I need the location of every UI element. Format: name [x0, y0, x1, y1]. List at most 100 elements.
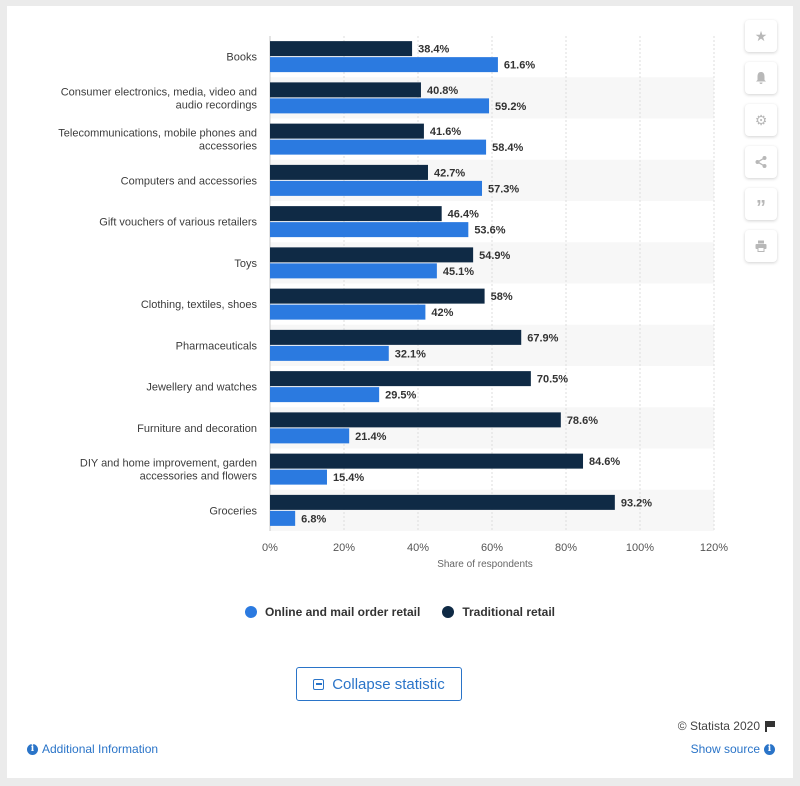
bar-online [270, 263, 437, 279]
data-label-traditional: 70.5% [537, 374, 568, 386]
bar-traditional [270, 123, 424, 139]
bar-traditional [270, 453, 584, 469]
category-label: Gift vouchers of various retailers [99, 217, 257, 229]
collapse-statistic-label: Collapse statistic [332, 675, 445, 693]
category-label: Computers and accessories [121, 175, 258, 187]
legend-dot-online [244, 606, 257, 618]
share-button[interactable] [745, 146, 777, 178]
collapse-statistic-button[interactable]: Collapse statistic [296, 667, 462, 701]
category-label: accessories and flowers [140, 471, 258, 483]
data-label-online: 42% [431, 307, 453, 319]
x-tick-label: 20% [333, 542, 355, 554]
data-label-online: 58.4% [492, 142, 523, 154]
data-label-online: 15.4% [333, 472, 364, 484]
bar-traditional [270, 164, 428, 180]
bar-online [270, 428, 350, 444]
bar-online [270, 510, 296, 526]
sidebar-toolbar: ★ ⚙ ” [745, 20, 777, 262]
x-axis-title: Share of respondents [437, 559, 533, 570]
category-label: accessories [199, 141, 258, 153]
legend-dot-traditional [442, 606, 455, 618]
data-label-traditional: 38.4% [418, 44, 449, 56]
data-label-traditional: 84.6% [589, 456, 620, 468]
legend-item-traditional[interactable]: Traditional retail [442, 605, 555, 619]
flag-icon [765, 720, 775, 732]
data-label-online: 61.6% [504, 60, 535, 72]
category-label: Furniture and decoration [137, 423, 257, 435]
x-tick-label: 0% [262, 542, 278, 554]
data-label-online: 57.3% [488, 183, 519, 195]
info-icon: i [764, 743, 775, 755]
x-tick-label: 40% [407, 542, 429, 554]
data-label-online: 29.5% [385, 390, 416, 402]
bar-traditional [270, 412, 561, 428]
bar-online [270, 304, 426, 320]
data-label-online: 32.1% [395, 348, 426, 360]
data-label-traditional: 54.9% [479, 250, 510, 262]
bar-online [270, 139, 487, 155]
category-label: DIY and home improvement, garden [80, 458, 257, 470]
category-label: Toys [234, 258, 257, 270]
category-label: Consumer electronics, media, video and [61, 86, 257, 98]
bar-online [270, 57, 498, 73]
legend-item-online[interactable]: Online and mail order retail [244, 605, 421, 619]
data-label-traditional: 42.7% [434, 167, 465, 179]
category-label: Pharmaceuticals [176, 340, 258, 352]
bar-online [270, 387, 380, 403]
category-label: Books [226, 52, 257, 64]
data-label-traditional: 78.6% [567, 415, 598, 427]
bar-online [270, 180, 483, 196]
bar-traditional [270, 329, 522, 345]
category-label: Groceries [209, 505, 257, 517]
bar-online [270, 469, 327, 485]
category-label: Telecommunications, mobile phones and [58, 128, 257, 140]
info-icon: i [27, 743, 38, 755]
bar-traditional [270, 206, 442, 222]
bar-traditional [270, 82, 421, 98]
favorite-button[interactable]: ★ [745, 20, 777, 52]
chart-card: 0% 20% 40% 60% 80% 100% 120% Share of responden… [7, 6, 793, 778]
statista-credit[interactable]: © Statista 2020 [678, 719, 775, 733]
data-label-traditional: 67.9% [527, 332, 558, 344]
bar-online [270, 345, 389, 361]
bar-online [270, 98, 490, 114]
legend-label-traditional: Traditional retail [462, 605, 556, 619]
notification-button[interactable] [745, 62, 777, 94]
category-label: audio recordings [176, 99, 258, 111]
additional-information-label: Additional Information [42, 742, 159, 756]
additional-information-link[interactable]: i Additional Information [27, 742, 158, 756]
data-label-online: 45.1% [443, 266, 474, 278]
category-label: Jewellery and watches [146, 382, 257, 394]
show-source-label: Show source [690, 742, 760, 756]
data-label-traditional: 58% [491, 291, 513, 303]
bar-traditional [270, 247, 474, 263]
credit-text: © Statista 2020 [677, 719, 760, 733]
x-tick-label: 60% [481, 542, 503, 554]
data-label-traditional: 93.2% [621, 497, 652, 509]
print-icon [755, 240, 767, 252]
x-tick-label: 80% [555, 542, 577, 554]
gear-icon: ⚙ [754, 111, 768, 128]
legend-label-online: Online and mail order retail [264, 605, 421, 619]
data-label-traditional: 46.4% [448, 209, 479, 221]
bar-traditional [270, 41, 413, 57]
settings-button[interactable]: ⚙ [745, 104, 777, 136]
bar-chart: 0% 20% 40% 60% 80% 100% 120% Share of responden… [58, 36, 728, 570]
bar-traditional [270, 494, 615, 510]
bell-icon [756, 72, 766, 84]
cite-button[interactable]: ” [745, 188, 777, 220]
bar-traditional [270, 371, 531, 387]
data-label-online: 59.2% [495, 101, 526, 113]
data-label-traditional: 41.6% [430, 126, 461, 138]
category-label: Clothing, textiles, shoes [141, 299, 258, 311]
chart-legend: Online and mail order retail Traditional… [7, 605, 793, 619]
star-icon: ★ [754, 27, 768, 44]
bar-online [270, 222, 469, 238]
x-tick-label: 120% [700, 542, 728, 554]
print-button[interactable] [745, 230, 777, 262]
x-tick-label: 100% [626, 542, 654, 554]
share-icon [755, 156, 767, 168]
data-label-traditional: 40.8% [427, 85, 458, 97]
show-source-link[interactable]: Show source i [691, 742, 775, 756]
data-label-online: 53.6% [474, 225, 505, 237]
